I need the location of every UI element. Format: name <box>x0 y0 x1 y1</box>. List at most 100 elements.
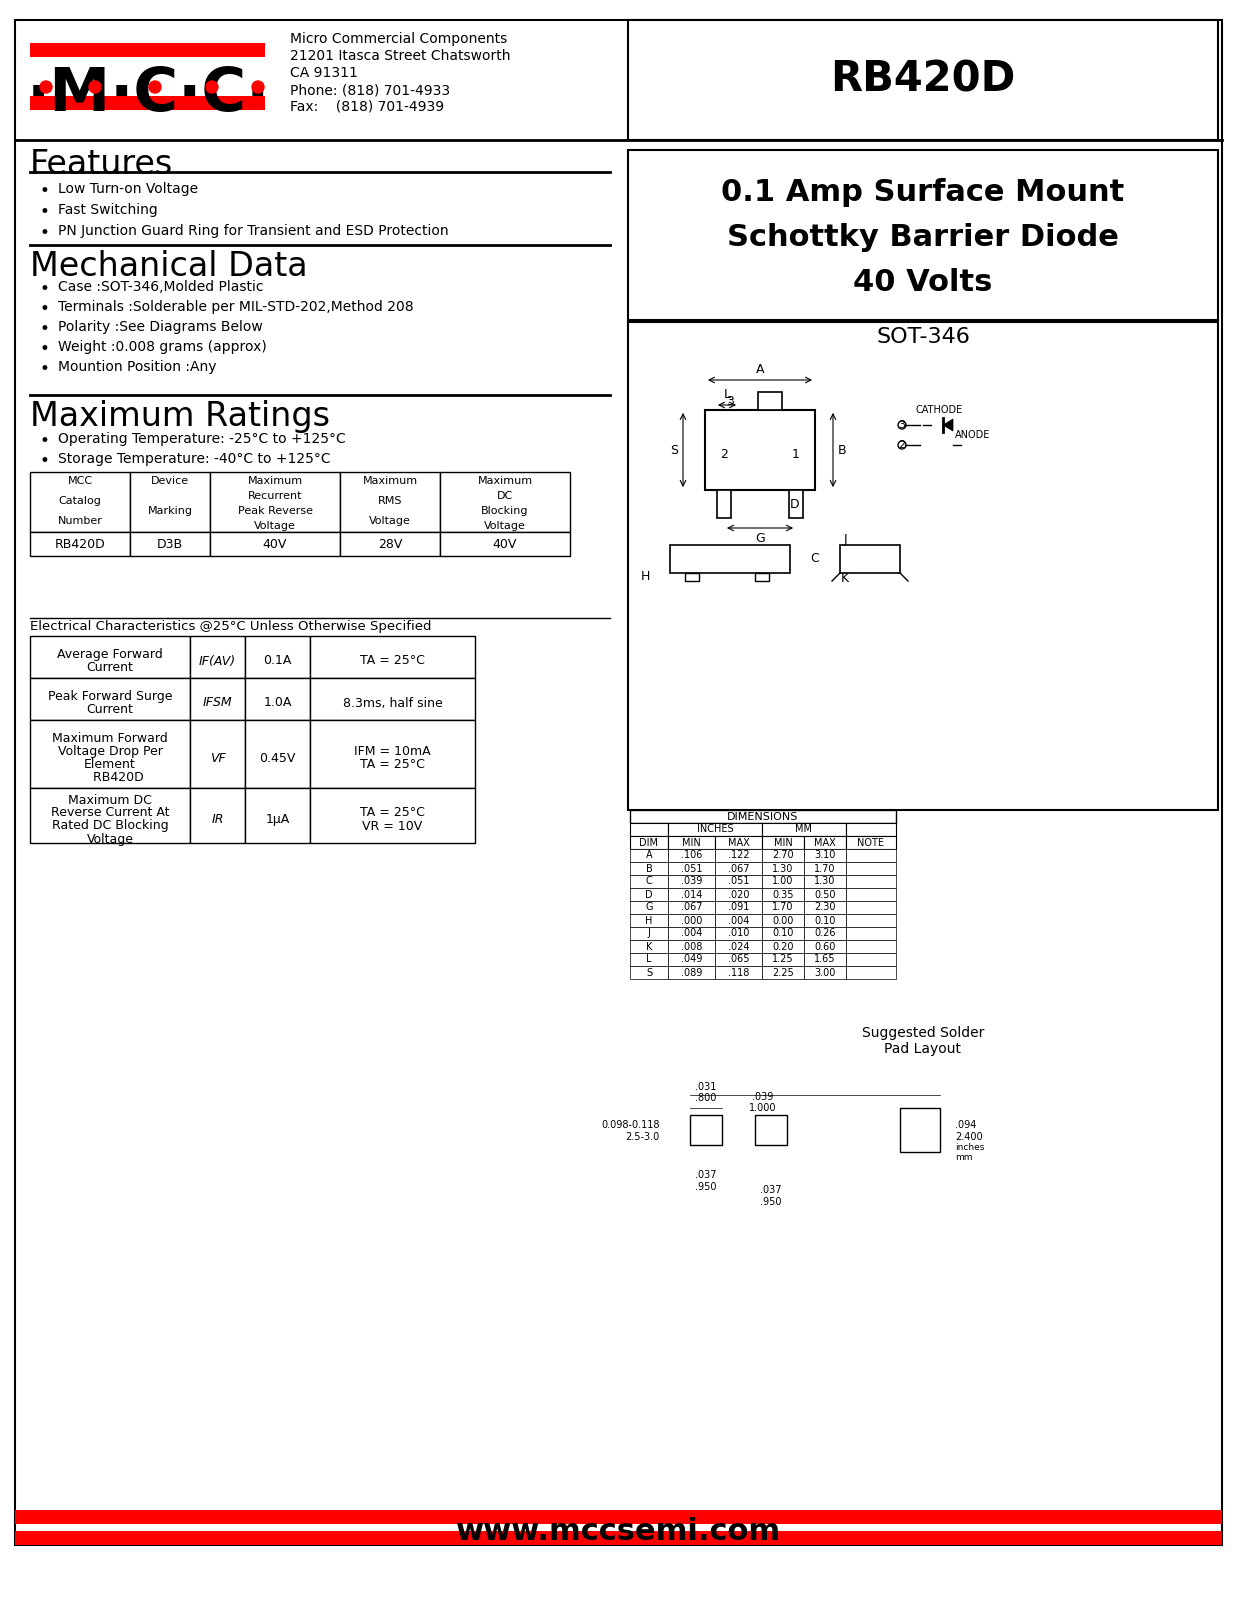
Bar <box>245 720 310 787</box>
Bar <box>715 914 762 926</box>
Text: J: J <box>647 928 651 939</box>
Bar <box>630 862 668 875</box>
Text: .014: .014 <box>680 890 703 899</box>
Text: 0.1 Amp Surface Mount: 0.1 Amp Surface Mount <box>721 178 1124 206</box>
Bar <box>804 835 846 850</box>
Text: .039: .039 <box>680 877 703 886</box>
Text: Catalog: Catalog <box>58 496 101 506</box>
Text: IR: IR <box>212 813 224 826</box>
Bar <box>755 1115 787 1146</box>
Bar <box>30 531 130 557</box>
Text: .039: .039 <box>752 1091 773 1102</box>
Bar <box>310 787 475 843</box>
Text: Blocking: Blocking <box>481 506 528 515</box>
Bar <box>245 787 310 843</box>
Circle shape <box>89 82 101 93</box>
Bar <box>668 835 715 850</box>
Text: Suggested Solder: Suggested Solder <box>862 1026 985 1040</box>
Bar <box>804 939 846 954</box>
Text: 0.45V: 0.45V <box>260 752 296 765</box>
Bar <box>630 875 668 888</box>
Bar <box>310 678 475 720</box>
Text: .091: .091 <box>727 902 750 912</box>
Text: .067: .067 <box>727 864 750 874</box>
Text: MAX: MAX <box>814 837 836 848</box>
Text: 21201 Itasca Street Chatsworth: 21201 Itasca Street Chatsworth <box>289 50 511 62</box>
Text: 1.65: 1.65 <box>814 955 836 965</box>
Text: Number: Number <box>58 515 103 526</box>
Text: Maximum Forward: Maximum Forward <box>52 733 168 746</box>
Text: 40V: 40V <box>262 538 287 550</box>
Bar <box>630 954 668 966</box>
Text: .037: .037 <box>761 1186 782 1195</box>
Text: PN Junction Guard Ring for Transient and ESD Protection: PN Junction Guard Ring for Transient and… <box>58 224 449 238</box>
Bar <box>715 888 762 901</box>
Text: 2.25: 2.25 <box>772 968 794 978</box>
Text: Element: Element <box>84 758 136 771</box>
Bar <box>685 573 699 581</box>
Text: 0.00: 0.00 <box>772 915 794 925</box>
Text: Peak Forward Surge: Peak Forward Surge <box>48 690 172 702</box>
Text: 0.60: 0.60 <box>814 941 836 952</box>
Text: Phone: (818) 701-4933: Phone: (818) 701-4933 <box>289 83 450 98</box>
Bar <box>630 901 668 914</box>
Bar <box>762 822 846 835</box>
Bar <box>630 810 896 822</box>
Bar <box>755 573 769 581</box>
Bar <box>668 901 715 914</box>
Bar <box>804 850 846 862</box>
Bar <box>630 939 668 954</box>
Bar <box>715 926 762 939</box>
Text: Peak Reverse: Peak Reverse <box>238 506 313 515</box>
Bar <box>715 862 762 875</box>
Text: Pad Layout: Pad Layout <box>884 1042 961 1056</box>
Bar <box>30 43 265 58</box>
Text: G: G <box>755 531 764 546</box>
Bar <box>30 472 130 531</box>
Bar <box>846 954 896 966</box>
Text: Micro Commercial Components: Micro Commercial Components <box>289 32 507 46</box>
Text: .106: .106 <box>680 851 703 861</box>
Text: 1.000: 1.000 <box>750 1102 777 1114</box>
Bar <box>804 888 846 901</box>
Text: Marking: Marking <box>147 506 193 515</box>
Text: DIMENSIONS: DIMENSIONS <box>727 811 799 821</box>
Text: 0.50: 0.50 <box>814 890 836 899</box>
Bar <box>190 678 245 720</box>
Text: 2.30: 2.30 <box>814 902 836 912</box>
Text: Reverse Current At: Reverse Current At <box>51 806 169 819</box>
Text: D: D <box>790 498 799 510</box>
Text: CA 91311: CA 91311 <box>289 66 357 80</box>
Text: .004: .004 <box>680 928 703 939</box>
Text: G: G <box>646 902 653 912</box>
Bar <box>762 888 804 901</box>
Text: NOTE: NOTE <box>857 837 884 848</box>
Text: MCC: MCC <box>68 477 93 486</box>
Bar <box>762 862 804 875</box>
Bar <box>846 926 896 939</box>
Text: .800: .800 <box>695 1093 716 1102</box>
Text: Voltage: Voltage <box>87 832 134 845</box>
Text: 0.20: 0.20 <box>772 941 794 952</box>
Text: J: J <box>844 533 847 547</box>
Bar <box>804 862 846 875</box>
Text: 40V: 40V <box>492 538 517 550</box>
Bar <box>440 531 570 557</box>
Bar <box>846 875 896 888</box>
Bar <box>668 875 715 888</box>
Bar <box>762 914 804 926</box>
Bar <box>901 1107 940 1152</box>
Text: •: • <box>40 360 49 378</box>
Text: 1: 1 <box>792 448 800 461</box>
Text: Rated DC Blocking: Rated DC Blocking <box>52 819 168 832</box>
Bar <box>846 835 896 850</box>
Bar <box>715 835 762 850</box>
Bar <box>245 635 310 678</box>
Bar <box>15 1531 1222 1546</box>
Bar <box>715 954 762 966</box>
Text: MIN: MIN <box>682 837 701 848</box>
Bar <box>628 150 1218 320</box>
Text: Polarity :See Diagrams Below: Polarity :See Diagrams Below <box>58 320 262 334</box>
Text: Electrical Characteristics @25°C Unless Otherwise Specified: Electrical Characteristics @25°C Unless … <box>30 619 432 634</box>
Text: .950: .950 <box>695 1182 716 1192</box>
